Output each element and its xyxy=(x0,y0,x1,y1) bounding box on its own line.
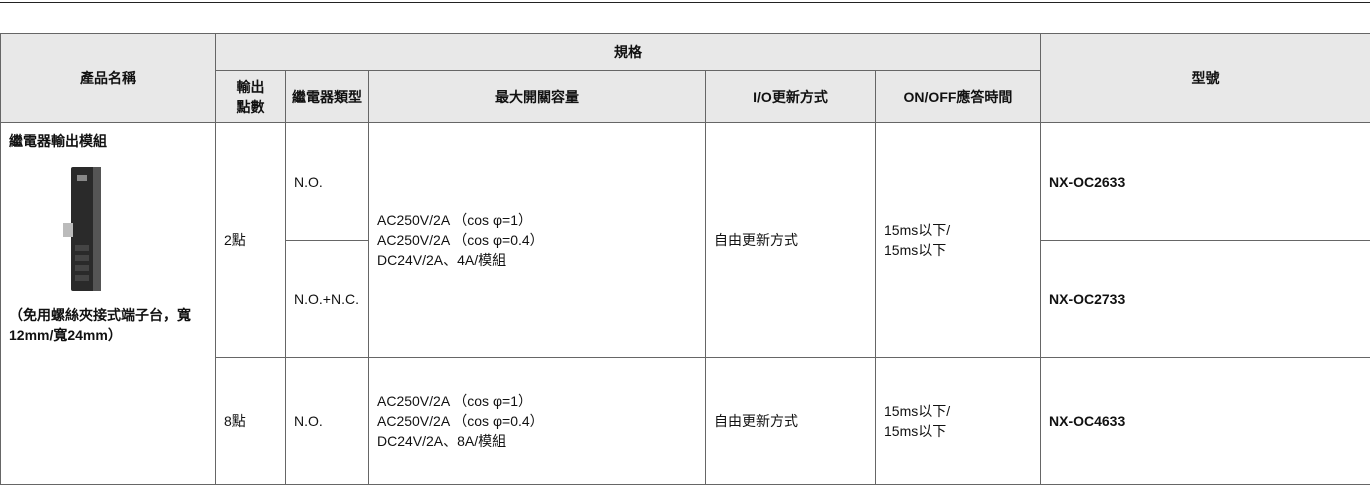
text-line: 15ms以下/ xyxy=(884,220,1032,240)
model-cell: NX-OC4633 xyxy=(1041,358,1370,485)
cell: N.O. xyxy=(286,123,369,241)
text-line: 15ms以下 xyxy=(884,421,1032,441)
header-cell: 輸出點數 xyxy=(216,71,286,123)
product-image xyxy=(53,165,113,295)
cell: AC250V/2A （cos φ=1）AC250V/2A （cos φ=0.4）… xyxy=(369,358,706,485)
header-cell: 最大開關容量 xyxy=(369,71,706,123)
header-cell: ON/OFF應答時間 xyxy=(876,71,1041,123)
top-rule xyxy=(0,2,1370,3)
cell: 自由更新方式 xyxy=(706,123,876,358)
spec-table: 產品名稱 規格 型號 輸出點數 繼電器類型 最大開關容量 I/O更新方式 ON/… xyxy=(0,33,1370,485)
model-cell: NX-OC2733 xyxy=(1041,241,1370,358)
text-line: 15ms以下/ xyxy=(884,401,1032,421)
model-cell: NX-OC2633 xyxy=(1041,123,1370,241)
header-cell: 規格 xyxy=(216,34,1041,71)
text-line: 15ms以下 xyxy=(884,240,1032,260)
product-cell: 繼電器輸出模組 （免用螺絲夾接式端子台，寬12mm/寬24mm） xyxy=(1,123,216,485)
product-name: 繼電器輸出模組 xyxy=(9,131,207,151)
cell: 自由更新方式 xyxy=(706,358,876,485)
cell: N.O.+N.C. xyxy=(286,241,369,358)
header-cell: 型號 xyxy=(1041,34,1370,123)
text-line: AC250V/2A （cos φ=1） xyxy=(377,210,697,230)
text-line: AC250V/2A （cos φ=0.4） xyxy=(377,230,697,250)
text-line: DC24V/2A、8A/模組 xyxy=(377,431,697,451)
cell: 15ms以下/15ms以下 xyxy=(876,123,1041,358)
header-text: 輸出點數 xyxy=(235,77,266,117)
text-line: DC24V/2A、4A/模組 xyxy=(377,250,697,270)
header-cell: 產品名稱 xyxy=(1,34,216,123)
cell: 2點 xyxy=(216,123,286,358)
header-cell: 繼電器類型 xyxy=(286,71,369,123)
text-line: AC250V/2A （cos φ=1） xyxy=(377,391,697,411)
header-cell: I/O更新方式 xyxy=(706,71,876,123)
cell: 8點 xyxy=(216,358,286,485)
cell: N.O. xyxy=(286,358,369,485)
text-line: AC250V/2A （cos φ=0.4） xyxy=(377,411,697,431)
cell: AC250V/2A （cos φ=1）AC250V/2A （cos φ=0.4）… xyxy=(369,123,706,358)
cell: 15ms以下/15ms以下 xyxy=(876,358,1041,485)
product-note: （免用螺絲夾接式端子台，寬12mm/寬24mm） xyxy=(9,305,207,345)
